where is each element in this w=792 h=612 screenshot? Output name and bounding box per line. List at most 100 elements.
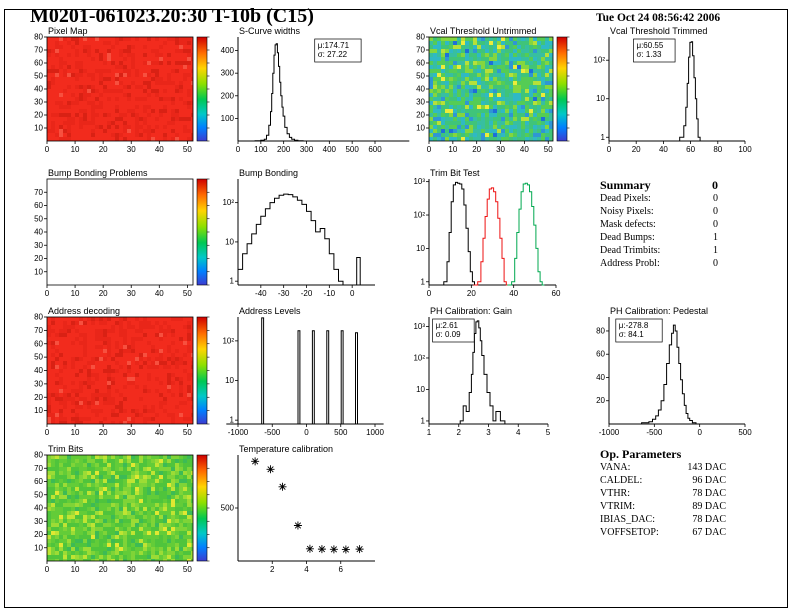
svg-text:20: 20 bbox=[467, 289, 476, 298]
svg-text:500: 500 bbox=[334, 428, 348, 437]
chart-title: Trim Bits bbox=[48, 444, 84, 454]
svg-text:70: 70 bbox=[34, 464, 43, 473]
op-param-row-vana: VANA: 143 DAC bbox=[600, 462, 726, 475]
summary-row-noisy-pixels: Noisy Pixels: 0 bbox=[600, 206, 718, 219]
op-parameters-panel: Op. Parameters VANA: 143 DAC CALDEL: 96 … bbox=[600, 447, 726, 540]
svg-text:40: 40 bbox=[596, 373, 605, 382]
svg-text:σ: 84.1: σ: 84.1 bbox=[619, 330, 645, 339]
chart-title: Vcal Threshold Untrimmed bbox=[430, 26, 536, 36]
svg-text:200: 200 bbox=[221, 91, 235, 100]
svg-text:1: 1 bbox=[427, 428, 432, 437]
svg-text:100: 100 bbox=[738, 145, 752, 154]
svg-text:20: 20 bbox=[34, 393, 43, 402]
svg-text:30: 30 bbox=[34, 98, 43, 107]
series-bump-bonding bbox=[237, 193, 363, 286]
summary-heading: Summary 0 bbox=[600, 178, 718, 193]
series-pedestal bbox=[638, 324, 728, 425]
svg-text:-500: -500 bbox=[264, 428, 281, 437]
svg-text:σ: 1.33: σ: 1.33 bbox=[636, 50, 662, 59]
op-param-label: VOFFSETOP: bbox=[600, 527, 659, 538]
svg-text:μ:2.61: μ:2.61 bbox=[436, 321, 459, 330]
svg-text:40: 40 bbox=[155, 565, 164, 574]
chart-address-levels: Address Levels -1000 -500 0 500 1000 1 10 10² bbox=[222, 306, 384, 437]
svg-text:50: 50 bbox=[34, 353, 43, 362]
svg-text:σ: 0.09: σ: 0.09 bbox=[436, 330, 462, 339]
svg-text:500: 500 bbox=[738, 428, 752, 437]
svg-text:0: 0 bbox=[45, 428, 50, 437]
svg-text:10: 10 bbox=[34, 124, 43, 133]
summary-heading-value: 0 bbox=[712, 178, 718, 192]
series-vcal-trimmed bbox=[674, 41, 703, 142]
summary-row-dead-trimbits: Dead Trimbits: 1 bbox=[600, 245, 718, 258]
svg-text:0: 0 bbox=[607, 145, 612, 154]
svg-text:1: 1 bbox=[421, 277, 426, 286]
svg-text:-1000: -1000 bbox=[228, 428, 249, 437]
svg-text:30: 30 bbox=[127, 428, 136, 437]
svg-text:10: 10 bbox=[448, 145, 457, 154]
svg-text:10³: 10³ bbox=[413, 322, 425, 331]
op-param-label: VANA: bbox=[600, 462, 631, 473]
svg-text:10: 10 bbox=[416, 124, 425, 133]
svg-text:50: 50 bbox=[544, 145, 553, 154]
summary-row-dead-bumps: Dead Bumps: 1 bbox=[600, 232, 718, 245]
svg-text:60: 60 bbox=[34, 59, 43, 68]
svg-text:10: 10 bbox=[71, 145, 80, 154]
svg-text:1: 1 bbox=[230, 277, 235, 286]
svg-text:300: 300 bbox=[300, 145, 314, 154]
svg-text:400: 400 bbox=[323, 145, 337, 154]
chart-title: Pixel Map bbox=[48, 26, 88, 36]
svg-text:10²: 10² bbox=[222, 336, 234, 345]
svg-text:10: 10 bbox=[596, 94, 605, 103]
svg-text:40: 40 bbox=[509, 289, 518, 298]
chart-temperature-calibration: Temperature calibration 2 4 6 500 bbox=[221, 444, 375, 574]
svg-text:20: 20 bbox=[99, 565, 108, 574]
svg-text:0: 0 bbox=[304, 428, 309, 437]
svg-text:50: 50 bbox=[34, 72, 43, 81]
svg-text:80: 80 bbox=[34, 33, 43, 42]
summary-label: Mask defects: bbox=[600, 219, 656, 230]
op-param-value: 89 DAC bbox=[692, 501, 726, 512]
stats-box bbox=[314, 38, 362, 63]
svg-text:10: 10 bbox=[71, 428, 80, 437]
svg-text:10³: 10³ bbox=[413, 177, 425, 186]
svg-text:60: 60 bbox=[686, 145, 695, 154]
svg-text:0: 0 bbox=[45, 565, 50, 574]
chart-title: Vcal Threshold Trimmed bbox=[610, 26, 707, 36]
svg-text:0: 0 bbox=[427, 145, 432, 154]
chart-title: PH Calibration: Gain bbox=[430, 306, 512, 316]
svg-text:40: 40 bbox=[155, 428, 164, 437]
svg-text:0: 0 bbox=[236, 145, 241, 154]
svg-text:10: 10 bbox=[416, 385, 425, 394]
chart-pixel-map: Pixel Map 0 10 20 30 40 50 10 20 30 40 50 60 70 80 bbox=[34, 26, 210, 154]
svg-text:60: 60 bbox=[34, 201, 43, 210]
svg-text:50: 50 bbox=[34, 490, 43, 499]
chart-trim-bit-test: Trim Bit Test 0 20 40 60 1 10 10² 10³ bbox=[413, 168, 561, 298]
svg-text:100: 100 bbox=[254, 145, 268, 154]
svg-text:80: 80 bbox=[713, 145, 722, 154]
chart-title: Address decoding bbox=[48, 306, 120, 316]
scatter-marker bbox=[293, 521, 302, 530]
svg-text:80: 80 bbox=[416, 33, 425, 42]
svg-text:2: 2 bbox=[457, 428, 462, 437]
chart-s-curve-widths: S-Curve widths 0 100 200 300 400 500 600 100 200 3… bbox=[221, 26, 410, 154]
svg-text:40: 40 bbox=[155, 145, 164, 154]
summary-panel: Summary 0 Dead Pixels: 0 Noisy Pixels: 0… bbox=[600, 178, 718, 271]
svg-text:20: 20 bbox=[596, 396, 605, 405]
series-trim-bit-black bbox=[439, 181, 477, 286]
svg-text:-40: -40 bbox=[255, 289, 267, 298]
scatter-marker bbox=[278, 482, 287, 491]
svg-text:-10: -10 bbox=[324, 289, 336, 298]
svg-text:0: 0 bbox=[45, 145, 50, 154]
svg-text:-30: -30 bbox=[278, 289, 290, 298]
svg-text:4: 4 bbox=[516, 428, 521, 437]
scatter-marker bbox=[355, 545, 364, 554]
svg-text:10²: 10² bbox=[413, 353, 425, 362]
svg-text:1000: 1000 bbox=[366, 428, 384, 437]
chart-title: PH Calibration: Pedestal bbox=[610, 306, 708, 316]
svg-text:40: 40 bbox=[34, 85, 43, 94]
stats-box bbox=[633, 38, 676, 63]
svg-text:0: 0 bbox=[427, 289, 432, 298]
svg-text:10: 10 bbox=[225, 237, 234, 246]
scatter-marker bbox=[341, 545, 350, 554]
